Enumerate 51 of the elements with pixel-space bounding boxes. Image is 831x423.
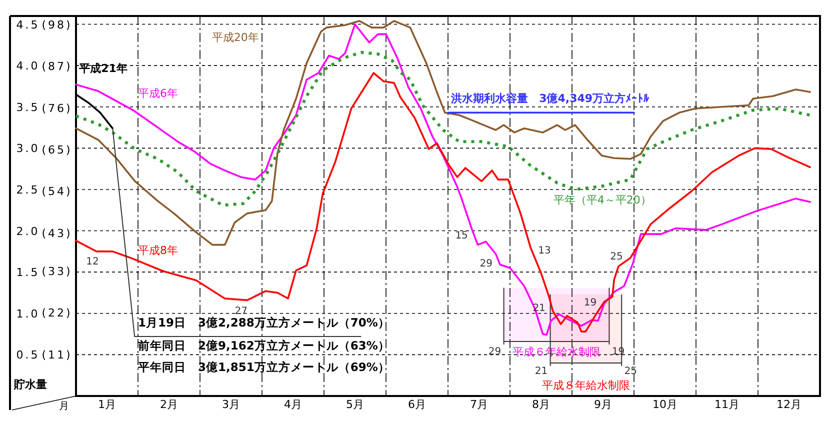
y2-tick-label: (98) [42, 18, 72, 32]
x-tick-label: 4月 [284, 398, 302, 411]
x-tick-label: 1月 [98, 398, 116, 411]
annotation: 19 [584, 297, 597, 308]
annotation: 12 [86, 256, 99, 268]
annotation: 平年同日 3億1,851万立方メートル（69%） [137, 360, 390, 374]
x-tick-label: 5月 [346, 398, 364, 411]
y2-tick-label: (54) [42, 185, 72, 198]
annotation: 13 [538, 245, 551, 256]
x-tick-label: 8月 [532, 398, 550, 411]
annotation: 29 [488, 346, 502, 358]
annotation: 25 [610, 251, 623, 262]
y-tick-label: 2.0 [16, 224, 40, 238]
band-label: 平成８年給水制限 [542, 378, 630, 392]
annotation: 21 [534, 366, 548, 377]
annotation: 1月19日 3億2,288万立方メートル（70%） [138, 316, 390, 330]
series-label: 平年（平4～平20） [553, 194, 652, 207]
annotation: 27 [234, 306, 248, 318]
series-label: 平成8年 [138, 244, 178, 257]
series-label: 洪水期利水容量 3億4,349万立方ﾒｰﾄﾙ [450, 92, 650, 105]
x-tick-label: 3月 [222, 398, 240, 411]
annotation: 15 [455, 230, 468, 242]
y2-tick-label: (65) [42, 143, 72, 156]
x-axis-title: 月 [59, 401, 69, 412]
x-tick-label: 10月 [652, 398, 678, 411]
y-tick-label: 1.0 [16, 307, 40, 320]
y-tick-label: 4.5 [16, 18, 40, 32]
series-label: 平成6年 [138, 86, 178, 100]
y-axis-title: 貯水量 [13, 378, 47, 391]
y2-tick-label: (11) [42, 348, 72, 362]
x-tick-label: 2月 [160, 398, 178, 411]
y-tick-label: 4.0 [16, 60, 40, 73]
x-tick-label: 6月 [408, 398, 426, 411]
y-tick-label: 1.5 [16, 266, 40, 280]
text: 平成20年 [212, 30, 259, 44]
y-tick-label: 0.5 [16, 348, 40, 362]
x-tick-label: 11月 [714, 398, 740, 411]
y2-tick-label: (33) [42, 264, 72, 278]
x-tick-label: 7月 [470, 398, 488, 411]
y2-tick-label: (22) [42, 306, 72, 320]
y-tick-label: 3.5 [16, 100, 40, 114]
y2-tick-label: (76) [42, 102, 72, 115]
y-tick-label: 2.5 [16, 183, 40, 196]
annotation: 前年同日 2億9,162万立方メートル（63%） [137, 338, 390, 353]
x-tick-label: 9月 [594, 398, 612, 411]
y2-tick-label: (43) [42, 226, 72, 240]
annotation: 29 [480, 258, 492, 270]
series-label: 平成21年 [78, 62, 128, 76]
x-tick-label: 12月 [776, 398, 802, 411]
y-tick-label: 3.0 [16, 142, 40, 156]
y2-tick-label: (87) [42, 60, 72, 74]
